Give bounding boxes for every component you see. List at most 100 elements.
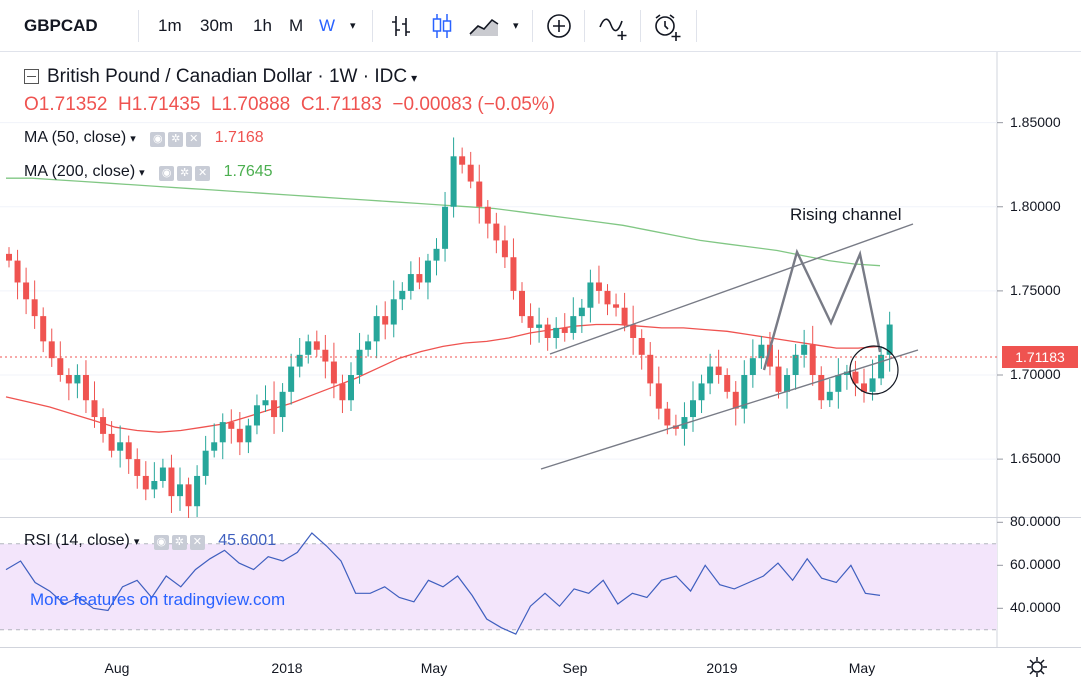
candle-down xyxy=(664,408,671,426)
rsi-chart[interactable] xyxy=(0,518,1081,647)
interval-week[interactable]: W xyxy=(319,16,336,35)
candle-down xyxy=(330,361,337,384)
candle-up xyxy=(835,375,842,392)
candle-up xyxy=(177,484,183,497)
chevron-down-icon[interactable]: ▾ xyxy=(350,20,356,32)
candle-down xyxy=(638,337,645,355)
time-axis-label: May xyxy=(848,660,876,676)
chevron-down-icon[interactable]: ▾ xyxy=(130,133,136,146)
candle-up xyxy=(758,344,765,359)
eye-icon[interactable]: ◉ xyxy=(153,535,169,550)
symbol-search[interactable]: GBPCAD xyxy=(24,16,98,35)
candle-up xyxy=(348,375,354,401)
collapse-icon[interactable] xyxy=(24,69,39,85)
candle-up xyxy=(365,341,372,350)
ohlc-low: L1.70888 xyxy=(211,94,291,115)
channel-upper-line[interactable] xyxy=(549,223,914,355)
chevron-down-icon[interactable]: ▾ xyxy=(513,20,519,32)
chevron-down-icon[interactable]: ▾ xyxy=(139,167,145,180)
interval-1m[interactable]: 1m xyxy=(158,16,182,35)
candle-up xyxy=(262,400,269,406)
candle-up xyxy=(536,324,543,328)
rsi-line xyxy=(5,532,881,635)
candle-down xyxy=(322,349,329,362)
candle-up xyxy=(433,248,440,261)
interval-30m[interactable]: 30m xyxy=(200,16,234,35)
gear-icon[interactable]: ✲ xyxy=(171,535,187,550)
candle-down xyxy=(604,290,611,305)
candle-up xyxy=(211,442,218,451)
candle-up xyxy=(279,391,286,418)
series-title: British Pound / Canadian Dollar · 1W · I… xyxy=(47,66,408,87)
eye-icon[interactable]: ◉ xyxy=(150,132,166,147)
channel-lower-line[interactable] xyxy=(540,349,919,470)
candle-up xyxy=(741,375,748,409)
candle-down xyxy=(14,260,21,283)
candle-down xyxy=(510,257,517,291)
candle-down xyxy=(65,375,72,384)
candle-down xyxy=(185,484,192,507)
breakout-circle[interactable] xyxy=(849,345,899,395)
price-axis-label: 1.80000 xyxy=(1010,197,1061,214)
candle-down xyxy=(715,366,722,376)
candle-down xyxy=(459,156,466,165)
candle-down xyxy=(861,383,867,392)
ma200-legend[interactable]: MA (200, close) ▾ ◉ ✲ ✕ 1.7645 xyxy=(24,163,273,181)
price-axis-label: 1.65000 xyxy=(1010,450,1061,467)
area-style-icon[interactable] xyxy=(468,14,500,38)
alert-icon[interactable] xyxy=(652,12,684,42)
ma200-series xyxy=(6,177,881,267)
gear-icon[interactable]: ✲ xyxy=(177,166,193,181)
candle-down xyxy=(672,425,679,429)
close-icon[interactable]: ✕ xyxy=(189,535,205,550)
candle-down xyxy=(766,344,773,367)
interval-1h[interactable]: 1h xyxy=(253,16,272,35)
candle-up xyxy=(399,290,406,300)
candle-style-icon[interactable] xyxy=(430,12,454,40)
candle-up xyxy=(587,282,594,308)
ma50-legend[interactable]: MA (50, close) ▾ ◉ ✲ ✕ 1.7168 xyxy=(24,129,264,147)
chevron-down-icon[interactable]: ▾ xyxy=(411,71,418,85)
rsi-label: RSI (14, close) xyxy=(24,532,130,550)
candle-up xyxy=(202,450,209,476)
time-axis-label: Sep xyxy=(562,660,588,676)
rsi-band xyxy=(0,543,997,630)
eye-icon[interactable]: ◉ xyxy=(159,166,175,181)
candle-up xyxy=(749,358,756,376)
candle-down xyxy=(23,282,30,300)
rsi-legend[interactable]: RSI (14, close) ▾ ◉ ✲ ✕ 45.6001 xyxy=(24,532,276,550)
watermark[interactable]: More features on tradingview.com xyxy=(30,590,286,609)
candle-up xyxy=(74,375,81,384)
candle-up xyxy=(698,383,705,401)
indicators-icon[interactable] xyxy=(598,13,630,41)
candle-up xyxy=(878,354,885,379)
interval-month[interactable]: M xyxy=(289,16,304,35)
close-icon[interactable]: ✕ xyxy=(195,166,211,181)
candle-up xyxy=(570,316,577,333)
candle-up xyxy=(690,400,696,418)
settings-gear-icon[interactable] xyxy=(1026,656,1048,678)
gear-icon[interactable]: ✲ xyxy=(168,132,184,147)
candle-down xyxy=(168,467,175,497)
price-chart[interactable]: Rising channel xyxy=(0,52,1081,518)
candle-down xyxy=(108,433,115,451)
candle-up xyxy=(681,417,688,429)
candle-down xyxy=(6,253,12,261)
double-top-pattern[interactable] xyxy=(762,248,882,371)
candle-down xyxy=(313,341,320,350)
candle-down xyxy=(40,316,47,342)
bar-style-icon[interactable] xyxy=(390,14,412,38)
chevron-down-icon[interactable]: ▾ xyxy=(133,536,140,549)
grid xyxy=(0,122,1003,460)
candle-down xyxy=(519,290,525,317)
compare-icon[interactable] xyxy=(546,13,572,39)
ma200-label: MA (200, close) xyxy=(24,163,136,181)
candle-down xyxy=(732,391,739,409)
channel-annotation: Rising channel xyxy=(790,205,902,224)
time-axis[interactable]: Aug 2018 May Sep 2019 May xyxy=(0,647,1081,689)
candle-down xyxy=(621,307,628,325)
close-icon[interactable]: ✕ xyxy=(186,132,202,147)
ohlc-high: H1.71435 xyxy=(118,94,201,115)
candle-down xyxy=(134,459,141,476)
ohlc-close: C1.71183 xyxy=(300,94,382,115)
